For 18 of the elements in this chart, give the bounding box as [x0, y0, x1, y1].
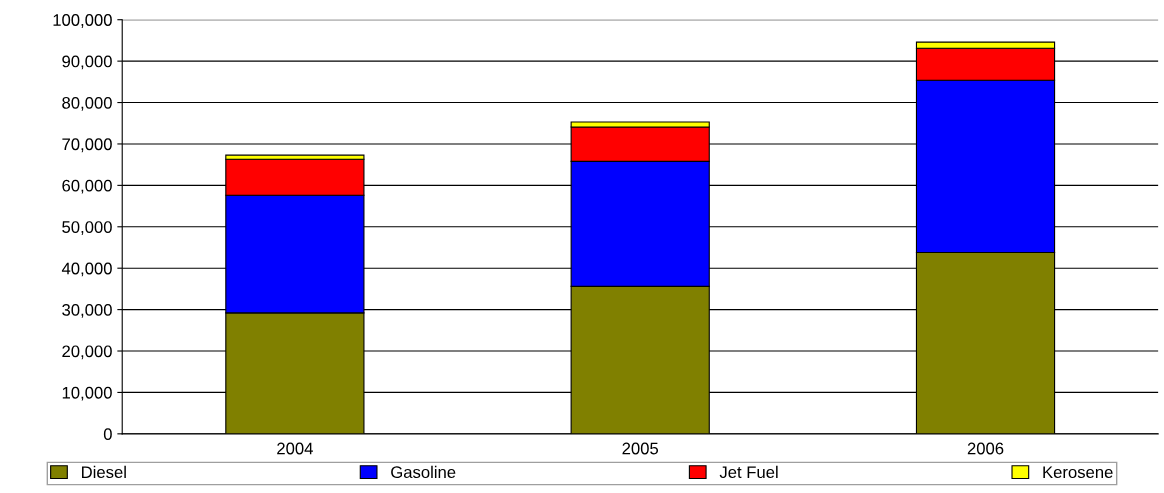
y-tick-label: 70,000 — [62, 138, 112, 153]
y-tick-label: 40,000 — [61, 262, 112, 277]
y-tick-label: 90,000 — [62, 55, 112, 70]
y-tick-label: 100,000 — [53, 14, 112, 28]
x-tick-label: 2005 — [622, 442, 659, 455]
y-tick-label: 0 — [103, 428, 112, 441]
y-tick-label: 60,000 — [62, 179, 112, 194]
legend-label: Diesel — [82, 465, 126, 479]
y-tick-label: 10,000 — [62, 386, 112, 401]
y-tick-label: 30,000 — [62, 304, 112, 318]
x-tick-label: 2006 — [967, 442, 1004, 455]
y-tick-label: 50,000 — [62, 221, 112, 235]
legend-label: Gasoline — [391, 465, 456, 479]
x-tick-label: 2004 — [277, 442, 313, 455]
legend-label: Jet Fuel — [719, 465, 778, 479]
y-tick-label: 80,000 — [62, 96, 112, 111]
y-tick-label: 20,000 — [62, 345, 112, 360]
legend-label: Kerosene — [1043, 466, 1113, 479]
